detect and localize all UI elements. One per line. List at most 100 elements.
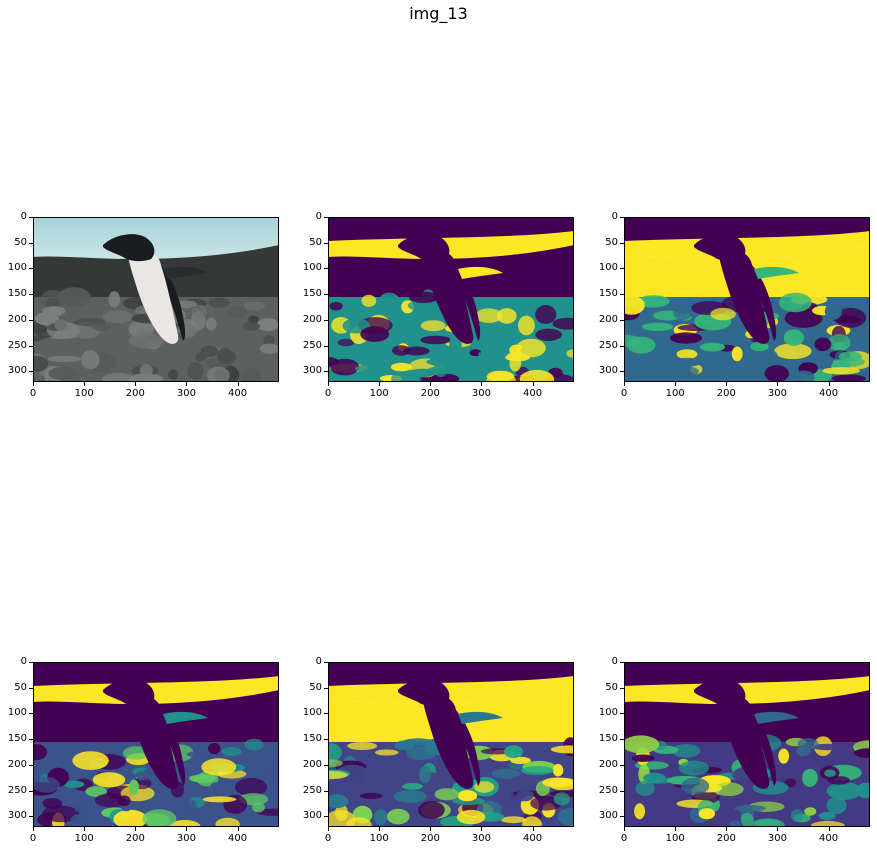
y-tick-mark <box>620 242 624 244</box>
y-tick-mark <box>324 764 328 766</box>
y-tick-mark <box>620 739 624 741</box>
y-tick-label: 50 <box>309 236 322 248</box>
x-tick-label: 0 <box>29 833 37 844</box>
y-tick-label: 300 <box>598 810 618 822</box>
x-tick-label: 400 <box>523 388 543 399</box>
y-tick-label: 0 <box>611 656 618 667</box>
x-tick-label: 300 <box>176 388 196 399</box>
y-tick-mark <box>29 371 33 373</box>
y-tick-mark <box>324 294 328 296</box>
y-tick-label: 100 <box>7 707 27 719</box>
x-tick-label: 200 <box>125 833 145 844</box>
y-tick-label: 100 <box>7 262 27 274</box>
y-tick-mark <box>324 713 328 715</box>
x-tick-mark <box>33 827 34 831</box>
y-tick-mark <box>29 319 33 321</box>
y-tick-mark <box>324 345 328 347</box>
segmentation-image-icon <box>624 217 870 382</box>
x-tick-label: 400 <box>228 833 248 844</box>
y-tick-label: 200 <box>302 313 322 325</box>
y-tick-label: 0 <box>315 211 322 222</box>
y-tick-label: 300 <box>302 810 322 822</box>
y-tick-label: 150 <box>7 288 27 300</box>
x-tick-mark <box>237 382 239 386</box>
y-tick-mark <box>29 790 33 792</box>
y-tick-mark <box>324 790 328 792</box>
y-tick-label: 300 <box>302 365 322 377</box>
y-tick-mark <box>324 268 328 270</box>
x-tick-mark <box>328 827 329 831</box>
x-tick-mark <box>532 382 534 386</box>
x-tick-label: 300 <box>471 833 491 844</box>
y-tick-mark <box>324 319 328 321</box>
y-tick-label: 300 <box>598 365 618 377</box>
image-panel-2: 0 50 100 150 200 250 300 0 100 200 300 400 <box>303 212 574 399</box>
y-tick-label: 250 <box>7 339 27 351</box>
x-tick-label: 100 <box>369 388 389 399</box>
x-tick-mark <box>33 382 34 386</box>
y-tick-label: 150 <box>302 733 322 745</box>
y-tick-label: 200 <box>598 758 618 770</box>
image-panel-1: 0 50 100 150 200 250 300 0 100 200 300 400 <box>8 212 279 399</box>
x-tick-label: 0 <box>29 388 37 399</box>
y-tick-label: 300 <box>7 365 27 377</box>
y-tick-label: 100 <box>302 262 322 274</box>
y-tick-label: 150 <box>598 733 618 745</box>
x-tick-mark <box>675 827 677 831</box>
y-tick-label: 250 <box>598 784 618 796</box>
penguin-photo-icon <box>33 217 279 382</box>
y-tick-label: 0 <box>20 656 27 667</box>
y-tick-label: 200 <box>598 313 618 325</box>
segmentation-image-icon <box>328 662 574 827</box>
x-tick-mark <box>379 382 381 386</box>
y-tick-label: 150 <box>598 288 618 300</box>
x-tick-label: 300 <box>767 388 787 399</box>
image-panel-6: 0 50 100 150 200 250 300 0 100 200 300 400 <box>599 657 870 844</box>
y-tick-mark <box>620 319 624 321</box>
x-tick-mark <box>675 382 677 386</box>
y-tick-label: 150 <box>302 288 322 300</box>
x-tick-label: 300 <box>176 833 196 844</box>
x-tick-mark <box>430 827 432 831</box>
y-tick-label: 250 <box>302 339 322 351</box>
x-tick-mark <box>84 827 86 831</box>
y-tick-mark <box>620 345 624 347</box>
y-tick-mark <box>324 816 328 818</box>
y-tick-mark <box>29 242 33 244</box>
y-tick-mark <box>620 294 624 296</box>
x-tick-label: 0 <box>324 833 332 844</box>
y-tick-label: 200 <box>7 758 27 770</box>
y-tick-mark <box>620 662 624 663</box>
x-tick-label: 400 <box>819 833 839 844</box>
x-tick-label: 300 <box>767 833 787 844</box>
y-tick-label: 300 <box>7 810 27 822</box>
x-tick-label: 300 <box>471 388 491 399</box>
y-tick-mark <box>29 687 33 689</box>
y-tick-label: 100 <box>302 707 322 719</box>
y-tick-label: 50 <box>309 681 322 693</box>
x-tick-mark <box>481 382 483 386</box>
x-tick-mark <box>135 827 137 831</box>
x-tick-label: 200 <box>420 388 440 399</box>
y-tick-label: 100 <box>598 707 618 719</box>
y-tick-label: 250 <box>302 784 322 796</box>
x-tick-mark <box>481 827 483 831</box>
y-tick-label: 50 <box>605 681 618 693</box>
y-tick-label: 50 <box>14 236 27 248</box>
y-tick-label: 0 <box>20 211 27 222</box>
x-tick-label: 200 <box>716 388 736 399</box>
y-tick-label: 0 <box>611 211 618 222</box>
x-tick-label: 100 <box>369 833 389 844</box>
y-tick-mark <box>29 739 33 741</box>
x-tick-mark <box>379 827 381 831</box>
y-tick-mark <box>620 268 624 270</box>
segmentation-image-icon <box>33 662 279 827</box>
x-tick-mark <box>828 827 830 831</box>
image-panel-4: 0 50 100 150 200 250 300 0 100 200 300 400 <box>8 657 279 844</box>
y-tick-mark <box>29 662 33 663</box>
x-tick-label: 100 <box>665 833 685 844</box>
x-tick-mark <box>777 382 779 386</box>
y-tick-mark <box>324 739 328 741</box>
y-tick-mark <box>29 345 33 347</box>
x-tick-mark <box>84 382 86 386</box>
